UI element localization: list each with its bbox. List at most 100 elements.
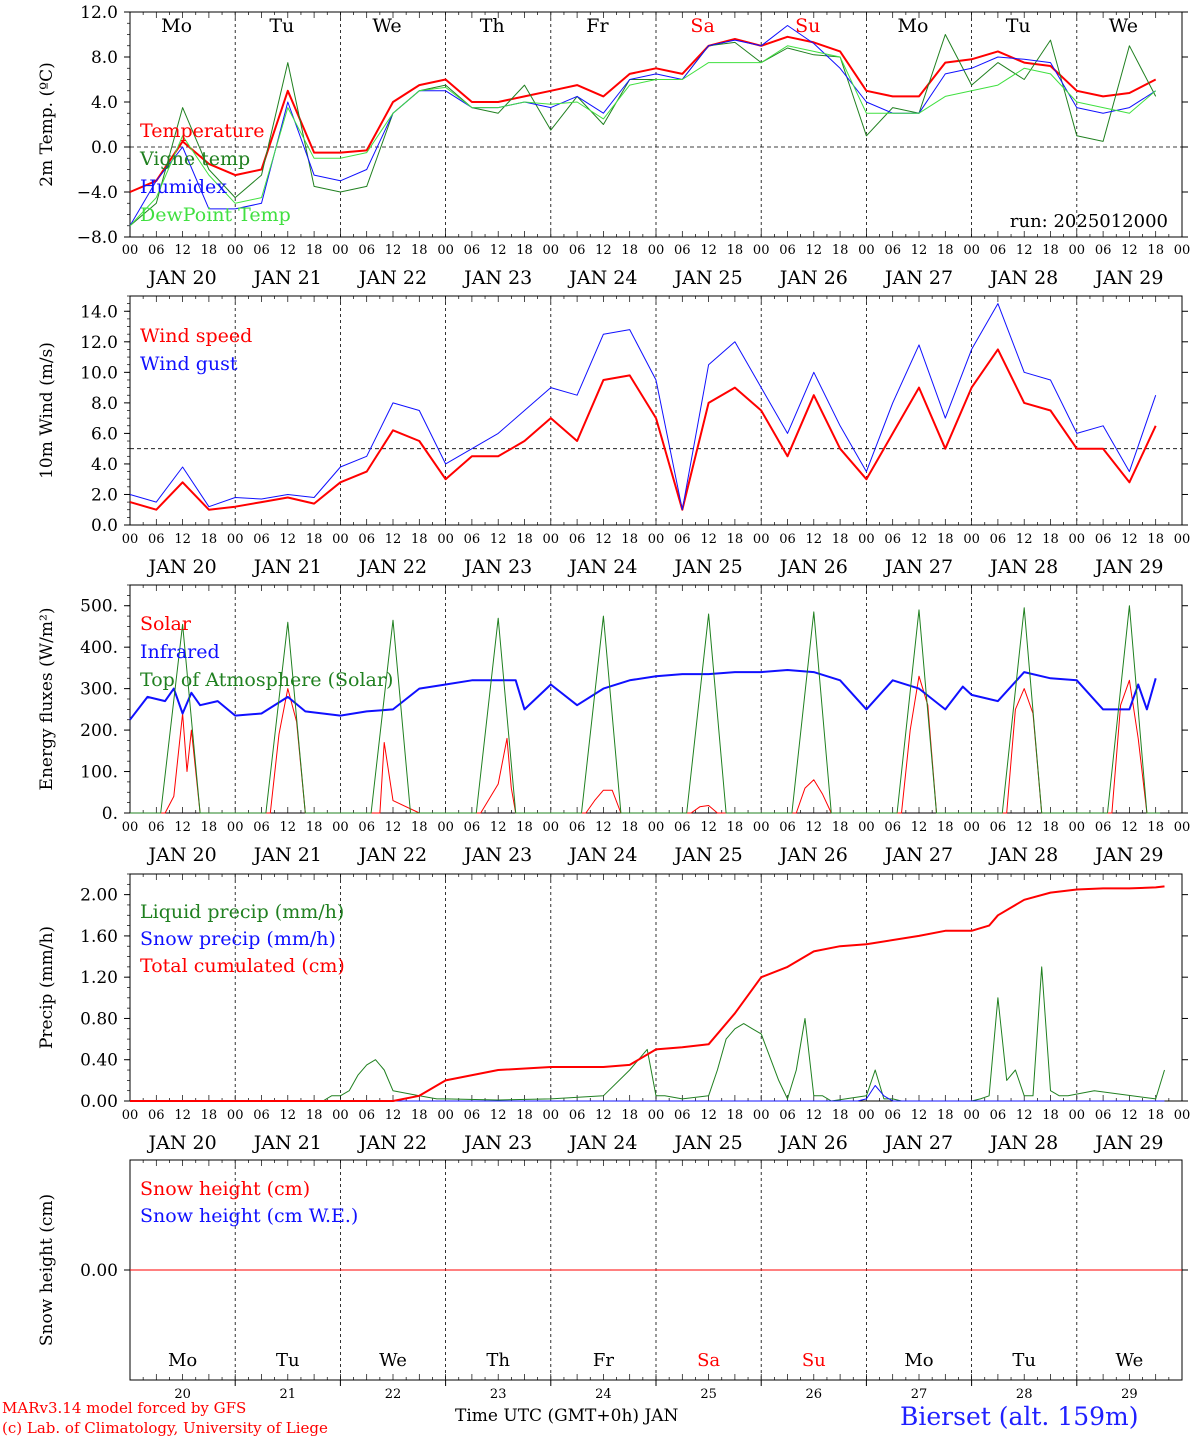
x-hour-label: 18 (306, 1108, 323, 1123)
x-hour-label: 12 (595, 532, 612, 547)
legend-entry: Vigne temp (139, 148, 250, 170)
x-hour-label: 12 (911, 532, 928, 547)
x-hour-label: 18 (621, 820, 638, 835)
x-hour-label: 18 (1042, 532, 1059, 547)
x-day-label: JAN 29 (1093, 556, 1163, 578)
x-hour-label: 00 (227, 820, 244, 835)
series-line-0 (129, 35, 1157, 193)
x-hour-label: 00 (332, 1108, 349, 1123)
x-hour-label: 06 (358, 243, 375, 258)
x-hour-label: 12 (1016, 243, 1033, 258)
x-day-label: JAN 28 (988, 267, 1058, 289)
x-day-label: JAN 21 (252, 267, 322, 289)
x-hour-label: 06 (464, 820, 481, 835)
y-tick-label: 400. (80, 638, 118, 658)
x-hour-label: 06 (674, 532, 691, 547)
series-line-1 (130, 1085, 1165, 1102)
x-day-label: JAN 21 (252, 1132, 322, 1154)
x-hour-label: 00 (543, 1108, 560, 1123)
x-day-label: JAN 25 (673, 267, 743, 289)
x-hour-label: 06 (884, 243, 901, 258)
x-axis-title: Time UTC (GMT+0h) JAN (455, 1406, 679, 1426)
x-hour-label: 12 (385, 1108, 402, 1123)
x-day-label: JAN 20 (147, 267, 217, 289)
panel-temperature (124, 11, 1188, 238)
x-hour-label: 18 (306, 532, 323, 547)
x-hour-label: 12 (490, 532, 507, 547)
x-day-label: JAN 20 (147, 1132, 217, 1154)
x-hour-label: 06 (1095, 1108, 1112, 1123)
series-line-0 (130, 675, 1156, 814)
x-day-label: JAN 24 (567, 1132, 637, 1154)
x-day-label: JAN 27 (883, 267, 953, 289)
x-day-label: JAN 28 (988, 556, 1058, 578)
series-line-1 (129, 34, 1157, 227)
x-hour-label: 06 (569, 532, 586, 547)
legend-entry: Snow precip (mm/h) (140, 928, 336, 950)
x-day-label: JAN 22 (357, 556, 427, 578)
x-hour-label: 12 (385, 820, 402, 835)
x-hour-label: 18 (1147, 532, 1164, 547)
legend-entry: Top of Atmosphere (Solar) (140, 669, 393, 691)
x-day-label: JAN 23 (462, 556, 532, 578)
x-hour-label: 00 (858, 820, 875, 835)
y-tick-label: 0.80 (80, 1009, 118, 1029)
x-hour-label: 18 (937, 820, 954, 835)
x-hour-label: 06 (253, 820, 270, 835)
x-hour-label: 12 (174, 532, 191, 547)
y-tick-label: −8.0 (77, 228, 118, 248)
x-hour-label: 00 (858, 1108, 875, 1123)
x-hour-label: 12 (280, 243, 297, 258)
y-tick-label: 200. (80, 721, 118, 741)
x-hour-label: 18 (621, 1108, 638, 1123)
x-hour-label: 12 (1121, 1108, 1138, 1123)
x-hour-label: 00 (1069, 532, 1086, 547)
x-date-label: 28 (1016, 1387, 1033, 1402)
copyright: (c) Lab. of Climatology, University of L… (2, 1419, 328, 1437)
series-line-1 (129, 669, 1157, 721)
x-hour-label: 18 (516, 243, 533, 258)
legend-entry: Solar (140, 613, 192, 635)
x-date-label: 21 (280, 1387, 297, 1402)
series-line-0 (130, 966, 1165, 1102)
x-hour-label: 06 (148, 820, 165, 835)
x-date-label: 20 (174, 1387, 191, 1402)
day-of-week-label: Mo (161, 15, 192, 37)
x-hour-label: 12 (595, 1108, 612, 1123)
x-hour-label: 18 (1147, 820, 1164, 835)
legend-entry: Wind gust (140, 353, 238, 375)
x-hour-label: 00 (332, 243, 349, 258)
day-of-week-label: Th (486, 1350, 510, 1371)
y-axis-label: Precip (mm/h) (37, 926, 57, 1049)
y-tick-label: 14.0 (80, 302, 118, 322)
y-tick-label: 2.00 (80, 886, 118, 906)
x-hour-label: 12 (700, 820, 717, 835)
x-hour-label: 06 (148, 532, 165, 547)
x-hour-label: 18 (937, 243, 954, 258)
x-hour-label: 06 (358, 532, 375, 547)
x-day-label: JAN 20 (147, 556, 217, 578)
x-day-label: JAN 26 (778, 267, 848, 289)
legend-entry: Total cumulated (cm) (140, 955, 345, 977)
y-tick-label: 4.0 (91, 455, 118, 475)
x-hour-label: 12 (280, 1108, 297, 1123)
x-hour-label: 00 (753, 1108, 770, 1123)
x-hour-label: 18 (727, 1108, 744, 1123)
model-credit: MARv3.14 model forced by GFS (2, 1399, 247, 1417)
x-hour-label: 06 (884, 532, 901, 547)
x-hour-label: 12 (1016, 1108, 1033, 1123)
x-hour-label: 00 (648, 243, 665, 258)
x-day-label: JAN 29 (1093, 267, 1163, 289)
x-hour-label: 00 (1174, 1108, 1191, 1123)
x-hour-label: 00 (858, 243, 875, 258)
x-day-label: JAN 26 (778, 844, 848, 866)
x-hour-label: 00 (963, 532, 980, 547)
x-hour-label: 00 (227, 1108, 244, 1123)
x-hour-label: 12 (174, 1108, 191, 1123)
x-hour-label: 12 (595, 243, 612, 258)
x-hour-label: 06 (674, 243, 691, 258)
x-day-label: JAN 25 (673, 556, 743, 578)
x-hour-label: 12 (806, 1108, 823, 1123)
x-hour-label: 12 (385, 243, 402, 258)
